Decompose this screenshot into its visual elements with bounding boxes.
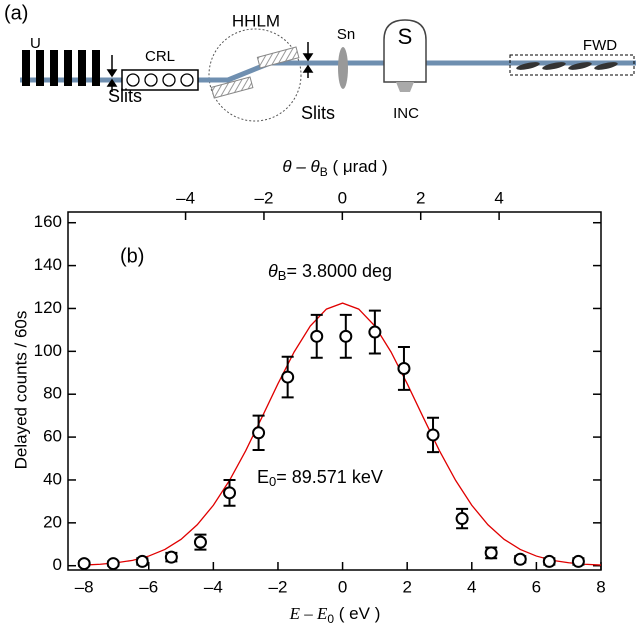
y-axis-label: Delayed counts / 60s	[11, 311, 30, 470]
hhlm-outline	[208, 28, 302, 122]
component-label: FWD	[583, 37, 617, 54]
y-tick-label: 60	[43, 427, 62, 446]
x-tick-label: –8	[75, 577, 94, 596]
data-point	[455, 512, 469, 526]
x2-tick-label: 2	[416, 188, 425, 207]
data-point	[135, 554, 149, 568]
component-label: Slits	[108, 86, 142, 106]
data-point	[223, 486, 237, 500]
label-part: ( μrad )	[328, 157, 388, 176]
inc-base	[396, 82, 414, 92]
y-tick-label: 160	[34, 212, 62, 231]
data-point	[339, 329, 353, 343]
x-tick-label: 2	[402, 577, 411, 596]
x-tick-label: 8	[596, 577, 605, 596]
x-tick-label: 6	[532, 577, 541, 596]
component-label: Sn	[337, 26, 355, 43]
x2-axis-label: θ – θB ( μrad )	[282, 157, 387, 179]
chart: (b) E – E0 ( eV ) θ – θB ( μrad ) Delaye…	[11, 157, 605, 626]
data-point	[426, 428, 440, 442]
annotation: θB= 3.8000 deg	[268, 261, 392, 284]
data-point	[193, 535, 207, 549]
data-point	[252, 426, 266, 440]
slit	[106, 55, 118, 92]
label-part: = 3.8000 deg	[286, 261, 392, 281]
data-point	[513, 552, 527, 566]
data-point	[542, 554, 556, 568]
data-point	[77, 557, 91, 571]
label-sub: B	[278, 268, 287, 283]
label-sub: 0	[327, 612, 334, 626]
x-tick-label: 4	[467, 577, 476, 596]
fwd-detector	[509, 54, 635, 76]
y-tick-label: 80	[43, 384, 62, 403]
slit	[302, 42, 314, 78]
x2-tick-label: –4	[176, 188, 195, 207]
panel-label: (a)	[4, 2, 28, 24]
component-label: CRL	[145, 48, 175, 65]
label-part: E	[257, 467, 269, 487]
data-point	[310, 329, 324, 343]
x2-tick-label: 0	[338, 188, 347, 207]
data-point	[397, 361, 411, 375]
label-sub: B	[320, 165, 328, 179]
component-label: INC	[393, 105, 419, 122]
y-tick-label: 0	[53, 555, 62, 574]
data-point	[106, 557, 120, 571]
crl-lenses	[126, 73, 194, 87]
x2-tick-label: 4	[494, 188, 503, 207]
fit-curve	[84, 302, 602, 566]
y-tick-label: 140	[34, 255, 62, 274]
y-tick-label: 100	[34, 341, 62, 360]
fwd-elements	[516, 62, 618, 70]
inc-detector	[383, 19, 427, 83]
component-label: HHLM	[232, 11, 280, 30]
component-label: Slits	[301, 103, 335, 123]
undulator	[22, 50, 100, 86]
data-point	[368, 325, 382, 339]
component-label: S	[398, 24, 413, 49]
panel-label: (b)	[120, 245, 144, 267]
x-tick-label: –2	[269, 577, 288, 596]
label-sub: 0	[269, 474, 276, 489]
x2-tick-label: –2	[254, 188, 273, 207]
annotation: E0= 89.571 keV	[257, 467, 383, 490]
data-point	[484, 546, 498, 560]
data-point	[281, 370, 295, 384]
y-tick-label: 40	[43, 469, 62, 488]
label-part: θ – θ	[282, 157, 320, 176]
data-point	[164, 550, 178, 564]
data-point	[571, 554, 585, 568]
label-part: θ	[268, 261, 278, 281]
x-tick-label: 0	[338, 577, 347, 596]
label-part: ( eV )	[334, 604, 380, 623]
label-part: = 89.571 keV	[276, 467, 383, 487]
label-part: E – E	[289, 604, 328, 623]
x-tick-label: –4	[204, 577, 223, 596]
sn-foil	[338, 47, 348, 89]
component-label: U	[30, 35, 41, 52]
crystals	[210, 46, 300, 99]
y-tick-label: 20	[43, 512, 62, 531]
crl	[121, 69, 199, 91]
plot-frame	[67, 211, 602, 571]
x-axis-label: E – E0 ( eV )	[289, 604, 381, 626]
diagram: (a) U CRL HHLM Slits Slits Sn	[4, 2, 636, 123]
y-tick-label: 120	[34, 298, 62, 317]
x-tick-label: –6	[139, 577, 158, 596]
